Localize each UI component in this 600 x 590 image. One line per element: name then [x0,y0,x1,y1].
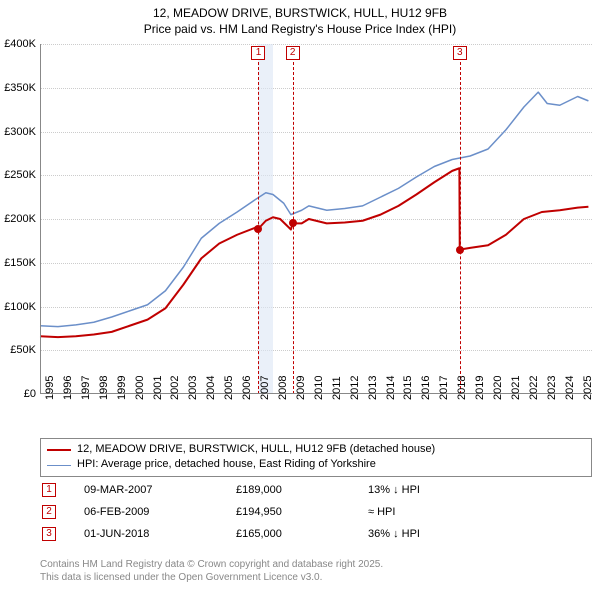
y-tick-label: £150K [4,257,36,269]
chart-plot-area: 123 £0£50K£100K£150K£200K£250K£300K£350K… [40,44,592,394]
x-tick-label: 1997 [80,376,92,400]
y-tick-label: £0 [24,388,36,400]
x-tick-label: 2012 [349,376,361,400]
x-tick-label: 2017 [438,376,450,400]
y-tick-label: £400K [4,38,36,50]
event-price: £189,000 [236,480,366,500]
legend-swatch [47,465,71,466]
event-date: 01-JUN-2018 [84,524,234,544]
x-tick-label: 2015 [402,376,414,400]
y-tick-label: £100K [4,301,36,313]
x-tick-label: 1998 [98,376,110,400]
event-row: 1 09-MAR-2007£189,00013% ↓ HPI [42,480,590,500]
event-price: £194,950 [236,502,366,522]
x-tick-label: 2003 [187,376,199,400]
y-tick-label: £250K [4,169,36,181]
x-tick-label: 1995 [44,376,56,400]
title-line-2: Price paid vs. HM Land Registry's House … [0,22,600,38]
x-tick-label: 2000 [134,376,146,400]
event-date: 09-MAR-2007 [84,480,234,500]
x-tick-label: 1999 [116,376,128,400]
x-tick-label: 2001 [152,376,164,400]
x-tick-label: 2022 [528,376,540,400]
x-tick-label: 2006 [241,376,253,400]
event-marker: 2 [42,505,56,519]
x-tick-label: 2008 [277,376,289,400]
x-tick-label: 2024 [564,376,576,400]
x-tick-label: 2010 [313,376,325,400]
x-tick-label: 2018 [456,376,468,400]
x-tick-label: 2020 [492,376,504,400]
x-tick-label: 2023 [546,376,558,400]
legend-row: 12, MEADOW DRIVE, BURSTWICK, HULL, HU12 … [47,442,585,457]
footer-attribution: Contains HM Land Registry data © Crown c… [40,558,383,584]
legend: 12, MEADOW DRIVE, BURSTWICK, HULL, HU12 … [40,438,592,477]
y-tick-label: £350K [4,82,36,94]
event-row: 3 01-JUN-2018£165,00036% ↓ HPI [42,524,590,544]
x-tick-label: 2004 [205,376,217,400]
legend-label: 12, MEADOW DRIVE, BURSTWICK, HULL, HU12 … [77,442,435,457]
x-tick-label: 2002 [169,376,181,400]
x-tick-label: 2011 [331,376,343,400]
x-tick-label: 2013 [367,376,379,400]
x-tick-label: 2016 [420,376,432,400]
title-line-1: 12, MEADOW DRIVE, BURSTWICK, HULL, HU12 … [0,6,600,22]
events-table: 1 09-MAR-2007£189,00013% ↓ HPI 2 06-FEB-200… [40,478,592,546]
x-tick-label: 2021 [510,376,522,400]
event-marker: 1 [42,483,56,497]
event-delta: 13% ↓ HPI [368,480,590,500]
x-tick-label: 2007 [259,376,271,400]
x-tick-label: 2019 [474,376,486,400]
event-marker: 3 [42,527,56,541]
footer-line-2: This data is licensed under the Open Gov… [40,571,383,584]
x-tick-label: 1996 [62,376,74,400]
legend-label: HPI: Average price, detached house, East… [77,457,376,472]
legend-row: HPI: Average price, detached house, East… [47,457,585,472]
footer-line-1: Contains HM Land Registry data © Crown c… [40,558,383,571]
x-tick-label: 2025 [582,376,594,400]
y-tick-label: £50K [10,344,36,356]
x-tick-label: 2009 [295,376,307,400]
event-date: 06-FEB-2009 [84,502,234,522]
event-delta: ≈ HPI [368,502,590,522]
chart-title: 12, MEADOW DRIVE, BURSTWICK, HULL, HU12 … [0,0,600,37]
legend-swatch [47,449,71,451]
x-tick-label: 2014 [385,376,397,400]
event-delta: 36% ↓ HPI [368,524,590,544]
event-price: £165,000 [236,524,366,544]
x-tick-label: 2005 [223,376,235,400]
y-tick-label: £300K [4,126,36,138]
chart-container: 12, MEADOW DRIVE, BURSTWICK, HULL, HU12 … [0,0,600,590]
y-tick-label: £200K [4,213,36,225]
event-row: 2 06-FEB-2009£194,950≈ HPI [42,502,590,522]
